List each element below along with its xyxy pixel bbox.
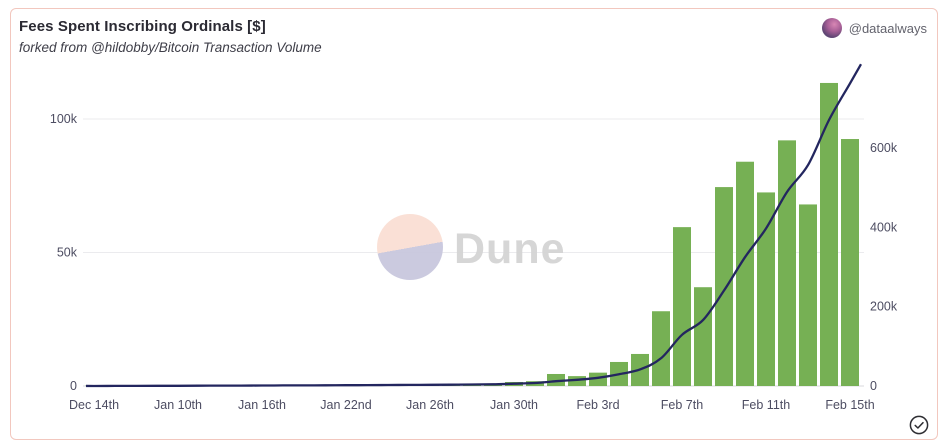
bar[interactable] (568, 376, 586, 386)
axis-tick-label: 0 (70, 379, 77, 393)
axis-tick-label: Feb 7th (661, 398, 703, 412)
author-avatar-icon[interactable] (821, 18, 842, 38)
chart-plot-area[interactable]: Dune 0 50k 100k 0 200k 400k 600k Dec 14th Jan 10t… (11, 9, 939, 439)
cumulative-line (85, 63, 863, 388)
axis-tick-label: 100k (50, 112, 78, 126)
axis-tick-label: 200k (870, 300, 898, 314)
axis-tick-label: 400k (870, 220, 898, 234)
chart-card: Dune 0 50k 100k 0 200k 400k 600k Dec 14th Jan 10t… (10, 8, 938, 440)
bar[interactable] (736, 161, 754, 386)
bar[interactable] (547, 373, 565, 386)
axis-tick-label: 0 (870, 379, 877, 393)
axis-tick-label: Jan 30th (490, 398, 538, 412)
axis-tick-label: Jan 10th (154, 398, 202, 412)
bar[interactable] (778, 140, 796, 386)
bar[interactable] (673, 227, 691, 386)
x-axis-labels: Dec 14th Jan 10th Jan 16th Jan 22nd Jan 26th… (69, 398, 875, 412)
chart-title: Fees Spent Inscribing Ordinals [$] (19, 18, 266, 35)
axis-tick-label: Dec 14th (69, 398, 119, 412)
dune-watermark: Dune (377, 214, 566, 280)
axis-tick-label: Jan 16th (238, 398, 286, 412)
y-axis-right-labels: 0 200k 400k 600k (870, 141, 898, 393)
bars-series[interactable] (85, 82, 859, 386)
dune-watermark-text: Dune (454, 225, 566, 273)
author-attribution[interactable]: @dataalways (821, 18, 927, 38)
axis-tick-label: Feb 11th (742, 398, 790, 412)
bar[interactable] (652, 311, 670, 386)
axis-tick-label: Jan 26th (406, 398, 454, 412)
axis-tick-label: 600k (870, 141, 898, 155)
dune-logo-icon (377, 214, 443, 280)
author-handle[interactable]: @dataalways (848, 20, 927, 36)
success-check-icon (909, 415, 929, 435)
axis-tick-label: Feb 15th (825, 398, 874, 412)
chart-subtitle: forked from @hildobby/Bitcoin Transactio… (19, 40, 322, 55)
bar[interactable] (694, 287, 712, 386)
bar[interactable] (820, 82, 838, 386)
y-axis-left-labels: 0 50k 100k (50, 112, 78, 393)
axis-tick-label: 50k (57, 246, 78, 260)
axis-tick-label: Feb 3rd (576, 398, 619, 412)
bar[interactable] (799, 204, 817, 386)
bar[interactable] (841, 139, 859, 386)
bar[interactable] (715, 187, 733, 386)
axis-tick-label: Jan 22nd (320, 398, 371, 412)
bar[interactable] (757, 192, 775, 386)
